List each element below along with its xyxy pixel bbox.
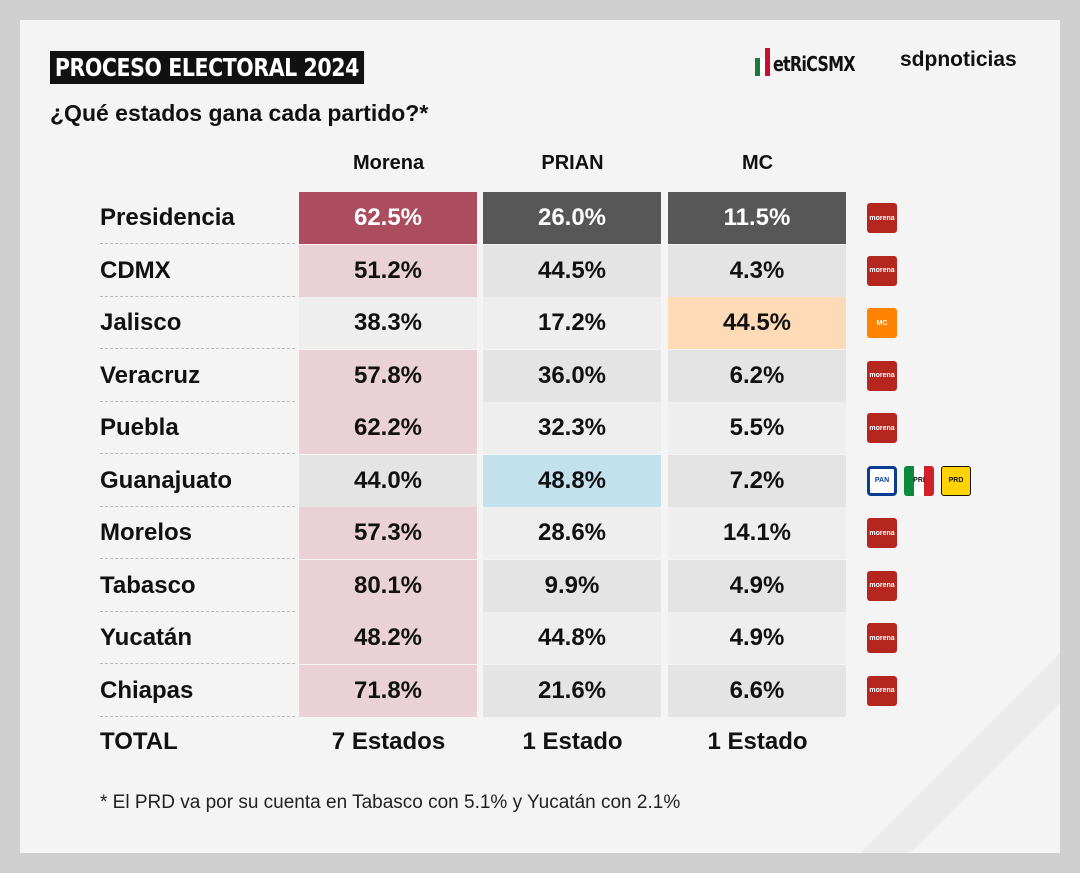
table-row: Puebla 62.2% 32.3% 5.5% morena (100, 402, 900, 454)
infographic-card: PROCESO ELECTORAL 2024 ¿Qué estados gana… (20, 20, 1060, 853)
morena-logo-icon: morena (867, 518, 897, 548)
cell-prian: 28.6% (483, 507, 661, 559)
page-title: PROCESO ELECTORAL 2024 (50, 51, 364, 84)
cell-morena: 71.8% (299, 664, 477, 717)
column-header-prian: PRIAN (541, 152, 604, 174)
cell-prian: 36.0% (483, 349, 661, 402)
sdpnoticias-logo: sdpnoticias (900, 48, 1017, 71)
morena-logo-icon: morena (867, 570, 897, 601)
table-row: Morelos 57.3% 28.6% 14.1% morena (100, 507, 900, 559)
morena-logo-icon: morena (867, 413, 897, 443)
decorative-stripe (910, 703, 1060, 853)
table-row: CDMX 51.2% 44.5% 4.3% morena (100, 244, 900, 297)
row-label: Puebla (100, 402, 295, 454)
total-label: TOTAL (100, 728, 178, 755)
row-label: Morelos (100, 507, 295, 559)
column-header-morena: Morena (352, 152, 425, 174)
row-label: Tabasco (100, 560, 295, 612)
cell-prian: 44.5% (483, 244, 661, 297)
table-row: Guanajuato 44.0% 48.8% 7.2% PAN PRI PRD (100, 454, 971, 507)
cell-prian: 21.6% (483, 664, 661, 717)
cell-mc: 4.9% (668, 612, 846, 664)
cell-mc: 7.2% (668, 454, 846, 507)
row-label: Chiapas (100, 665, 295, 717)
pan-logo-icon: PAN (867, 465, 897, 496)
table-row: Chiapas 71.8% 21.6% 6.6% morena (100, 664, 900, 717)
metricsmx-logo: etRiCSMX (755, 42, 875, 76)
footnote: * El PRD va por su cuenta en Tabasco con… (100, 792, 681, 813)
row-label: Veracruz (100, 350, 295, 402)
total-morena: 7 Estados (331, 728, 446, 755)
cell-mc: 14.1% (668, 507, 846, 559)
morena-logo-icon: morena (867, 203, 897, 233)
pri-logo-icon: PRI (904, 465, 934, 496)
morena-logo-icon: morena (867, 255, 897, 286)
table-row: Yucatán 48.2% 44.8% 4.9% morena (100, 612, 900, 664)
total-prian: 1 Estado (522, 728, 623, 755)
column-header-mc: MC (741, 152, 774, 174)
cell-morena: 38.3% (299, 297, 477, 349)
total-mc: 1 Estado (707, 728, 808, 755)
cell-mc: 6.6% (668, 664, 846, 717)
cell-prian: 9.9% (483, 559, 661, 612)
table-row: Veracruz 57.8% 36.0% 6.2% morena (100, 349, 900, 402)
mc-logo-icon: MC (867, 308, 897, 338)
cell-mc: 6.2% (668, 349, 846, 402)
table-row: Jalisco 38.3% 17.2% 44.5% MC (100, 297, 900, 349)
cell-morena: 57.3% (299, 507, 477, 559)
cell-mc: 4.3% (668, 244, 846, 297)
page-subtitle: ¿Qué estados gana cada partido?* (50, 100, 429, 126)
cell-morena: 48.2% (299, 612, 477, 664)
cell-morena: 57.8% (299, 349, 477, 402)
row-label: Guanajuato (100, 455, 295, 507)
prd-logo-icon: PRD (941, 465, 971, 496)
cell-prian: 44.8% (483, 612, 661, 664)
morena-logo-icon: morena (867, 675, 897, 706)
cell-mc: 5.5% (668, 402, 846, 454)
cell-mc: 4.9% (668, 559, 846, 612)
cell-mc: 11.5% (668, 192, 846, 244)
flag-icon (755, 48, 770, 76)
cell-prian: 26.0% (483, 192, 661, 244)
table-row: Tabasco 80.1% 9.9% 4.9% morena (100, 559, 900, 612)
cell-prian: 48.8% (483, 454, 661, 507)
cell-morena: 62.5% (299, 192, 477, 244)
row-label: Presidencia (100, 192, 295, 244)
row-label: Yucatán (100, 612, 295, 664)
row-label: Jalisco (100, 297, 295, 349)
cell-prian: 32.3% (483, 402, 661, 454)
cell-mc: 44.5% (668, 297, 846, 349)
cell-morena: 62.2% (299, 402, 477, 454)
cell-morena: 44.0% (299, 454, 477, 507)
morena-logo-icon: morena (867, 360, 897, 391)
cell-morena: 51.2% (299, 244, 477, 297)
cell-prian: 17.2% (483, 297, 661, 349)
morena-logo-icon: morena (867, 623, 897, 653)
cell-morena: 80.1% (299, 559, 477, 612)
row-label: CDMX (100, 245, 295, 297)
table-row: Presidencia 62.5% 26.0% 11.5% morena (100, 192, 900, 244)
